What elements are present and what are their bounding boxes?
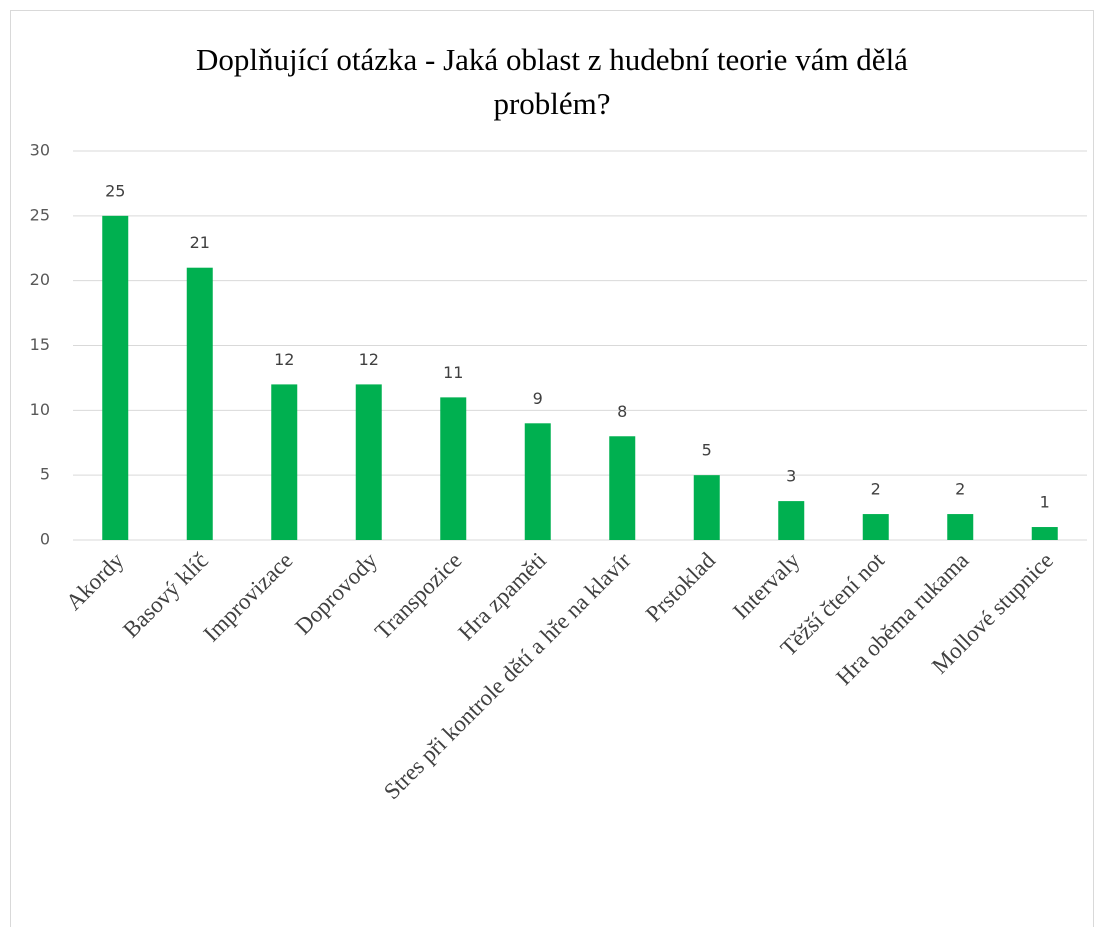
- y-tick-label: 0: [40, 530, 50, 549]
- data-label: 9: [533, 389, 543, 408]
- bar: [355, 384, 382, 540]
- bar: [186, 267, 213, 540]
- data-label: 5: [702, 441, 712, 460]
- x-tick-label: Doprovody: [290, 547, 382, 639]
- bar: [862, 514, 889, 540]
- bar: [1031, 527, 1058, 540]
- data-label: 21: [190, 233, 210, 252]
- data-label: 11: [443, 363, 463, 382]
- y-tick-label: 30: [30, 141, 50, 160]
- bar: [440, 397, 467, 540]
- data-label: 12: [274, 350, 294, 369]
- data-label: 3: [786, 467, 796, 486]
- data-label: 25: [105, 181, 125, 200]
- bar: [947, 514, 974, 540]
- x-tick-label: Akordy: [61, 547, 129, 615]
- y-tick-label: 20: [30, 270, 50, 289]
- bar: [609, 436, 636, 540]
- data-label: 1: [1040, 493, 1050, 512]
- data-label: 12: [359, 350, 379, 369]
- bar: [271, 384, 298, 540]
- x-tick-label: Intervaly: [728, 547, 805, 624]
- y-tick-label: 10: [30, 400, 50, 419]
- data-label: 2: [955, 480, 965, 499]
- y-tick-label: 5: [40, 465, 50, 484]
- y-tick-label: 15: [30, 335, 50, 354]
- x-tick-label: Prstoklad: [641, 547, 720, 626]
- bar: [524, 423, 551, 540]
- data-label: 2: [871, 480, 881, 499]
- x-tick-label: Improvizace: [199, 548, 298, 647]
- chart-border: [10, 10, 1094, 927]
- bar: [693, 475, 720, 540]
- bar: [778, 501, 805, 540]
- bar: [102, 215, 129, 541]
- data-label: 8: [617, 402, 627, 421]
- chart-title: Doplňující otázka - Jaká oblast z hudebn…: [196, 42, 908, 121]
- x-tick-label: Transpozice: [370, 548, 467, 645]
- y-tick-label: 25: [30, 205, 50, 224]
